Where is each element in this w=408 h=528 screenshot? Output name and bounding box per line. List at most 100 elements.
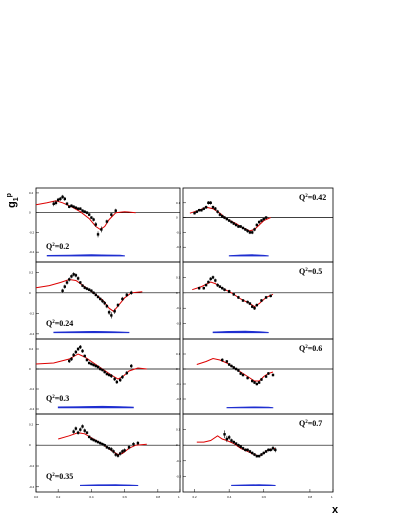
y-label-main: g <box>6 201 18 208</box>
data-point <box>211 206 215 209</box>
y-tick-label: 0 <box>176 216 178 220</box>
data-point <box>90 437 93 441</box>
data-point <box>253 381 256 384</box>
data-point <box>114 453 117 456</box>
data-point <box>267 448 270 452</box>
data-point <box>204 206 208 209</box>
y-tick-label: -0.1 <box>176 382 182 386</box>
y-label-sub: 1 <box>13 197 20 201</box>
data-point <box>70 275 73 278</box>
q2-label-value: =0.5 <box>308 267 323 276</box>
data-point <box>253 453 256 456</box>
y-tick-label: -0.2 <box>29 387 35 391</box>
data-point <box>232 440 235 444</box>
x-tick-label: 0.2 <box>56 495 61 499</box>
data-point <box>76 431 80 434</box>
data-point <box>193 211 196 215</box>
data-point <box>81 425 84 428</box>
q2-label-q: Q <box>299 344 305 353</box>
x-tick-label: 1 <box>178 495 180 499</box>
q2-label-exp: 2 <box>52 395 55 400</box>
data-point <box>202 207 205 210</box>
panel-6: 0.1 0 -0.1 -0.2 Q2=0.6 <box>176 338 334 415</box>
data-point <box>99 441 102 445</box>
x-tick-label: 1 <box>331 495 333 499</box>
data-point <box>130 291 133 294</box>
data-point <box>251 231 254 234</box>
systematic-band <box>228 254 269 257</box>
data-point <box>61 289 64 292</box>
y-tick-label: -0.2 <box>176 397 182 401</box>
data-point <box>221 214 224 218</box>
data-point <box>246 376 249 380</box>
x-axis-label: x <box>332 504 339 516</box>
data-point <box>74 206 78 209</box>
x-tick-label: 0.6 <box>262 495 267 499</box>
data-point <box>76 277 80 280</box>
y-label-sup: p <box>6 193 13 197</box>
data-point <box>241 299 245 302</box>
data-point <box>99 297 102 301</box>
data-point <box>101 368 104 372</box>
data-point <box>107 311 111 314</box>
data-point <box>112 450 115 453</box>
data-point <box>103 444 106 447</box>
systematic-band <box>53 330 130 334</box>
data-point <box>234 223 238 227</box>
data-point <box>223 288 226 291</box>
data-point <box>257 220 261 224</box>
y-tick-label: -0.2 <box>29 311 35 315</box>
data-point <box>121 375 124 379</box>
data-point <box>105 446 109 449</box>
data-point <box>255 303 259 307</box>
q2-label-value: =0.42 <box>308 193 327 202</box>
systematic-band <box>57 405 134 409</box>
q2-label-value: =0.2 <box>55 242 70 251</box>
data-point <box>227 219 231 222</box>
data-point <box>125 371 129 375</box>
data-point <box>223 216 226 219</box>
y-tick-label: 0 <box>176 443 178 447</box>
panel-5: 0.2 0 -0.2 -0.4 Q2=0.3 <box>29 338 181 415</box>
q2-label-exp: 2 <box>305 420 308 425</box>
data-point <box>232 222 235 225</box>
data-point <box>264 296 268 299</box>
data-point <box>234 442 238 445</box>
data-point <box>68 278 71 281</box>
q2-label-value: =0.35 <box>55 472 74 481</box>
data-point <box>54 201 58 204</box>
q2-label-exp: 2 <box>52 243 55 248</box>
y-tick-label: -0.4 <box>29 485 35 489</box>
panel-2: 0.1 0 -0.1 -0.2 Q2=0.42 <box>176 187 334 263</box>
data-point <box>68 359 71 363</box>
data-point <box>110 374 113 378</box>
data-point <box>74 274 78 277</box>
data-point <box>264 216 268 219</box>
data-point <box>63 285 66 288</box>
data-point <box>125 293 129 297</box>
data-point <box>79 428 82 431</box>
data-point <box>204 283 208 287</box>
data-point <box>118 452 122 455</box>
data-point <box>237 225 240 228</box>
data-point <box>70 204 73 207</box>
q2-label-exp: 2 <box>305 345 308 350</box>
panel-8: 0.1 0 -0.1 -0.2 Q2=0.7 0.2 0.4 0.6 0.8 1 <box>176 413 334 499</box>
data-point <box>251 379 254 383</box>
data-point <box>195 210 199 213</box>
data-point <box>230 364 233 368</box>
data-point <box>257 454 261 458</box>
y-tick-label: 0.1 <box>176 428 181 432</box>
y-tick-label: 0 <box>29 211 31 215</box>
data-point <box>232 366 235 369</box>
data-point <box>232 293 235 296</box>
data-point <box>94 293 98 297</box>
data-point <box>83 354 86 358</box>
data-point <box>72 353 75 357</box>
y-tick-label: 0.2 <box>29 270 34 274</box>
data-point <box>59 197 62 201</box>
y-tick-label: 0 <box>29 367 31 371</box>
data-point <box>87 288 91 291</box>
data-point <box>202 286 205 290</box>
systematic-band <box>80 484 139 487</box>
